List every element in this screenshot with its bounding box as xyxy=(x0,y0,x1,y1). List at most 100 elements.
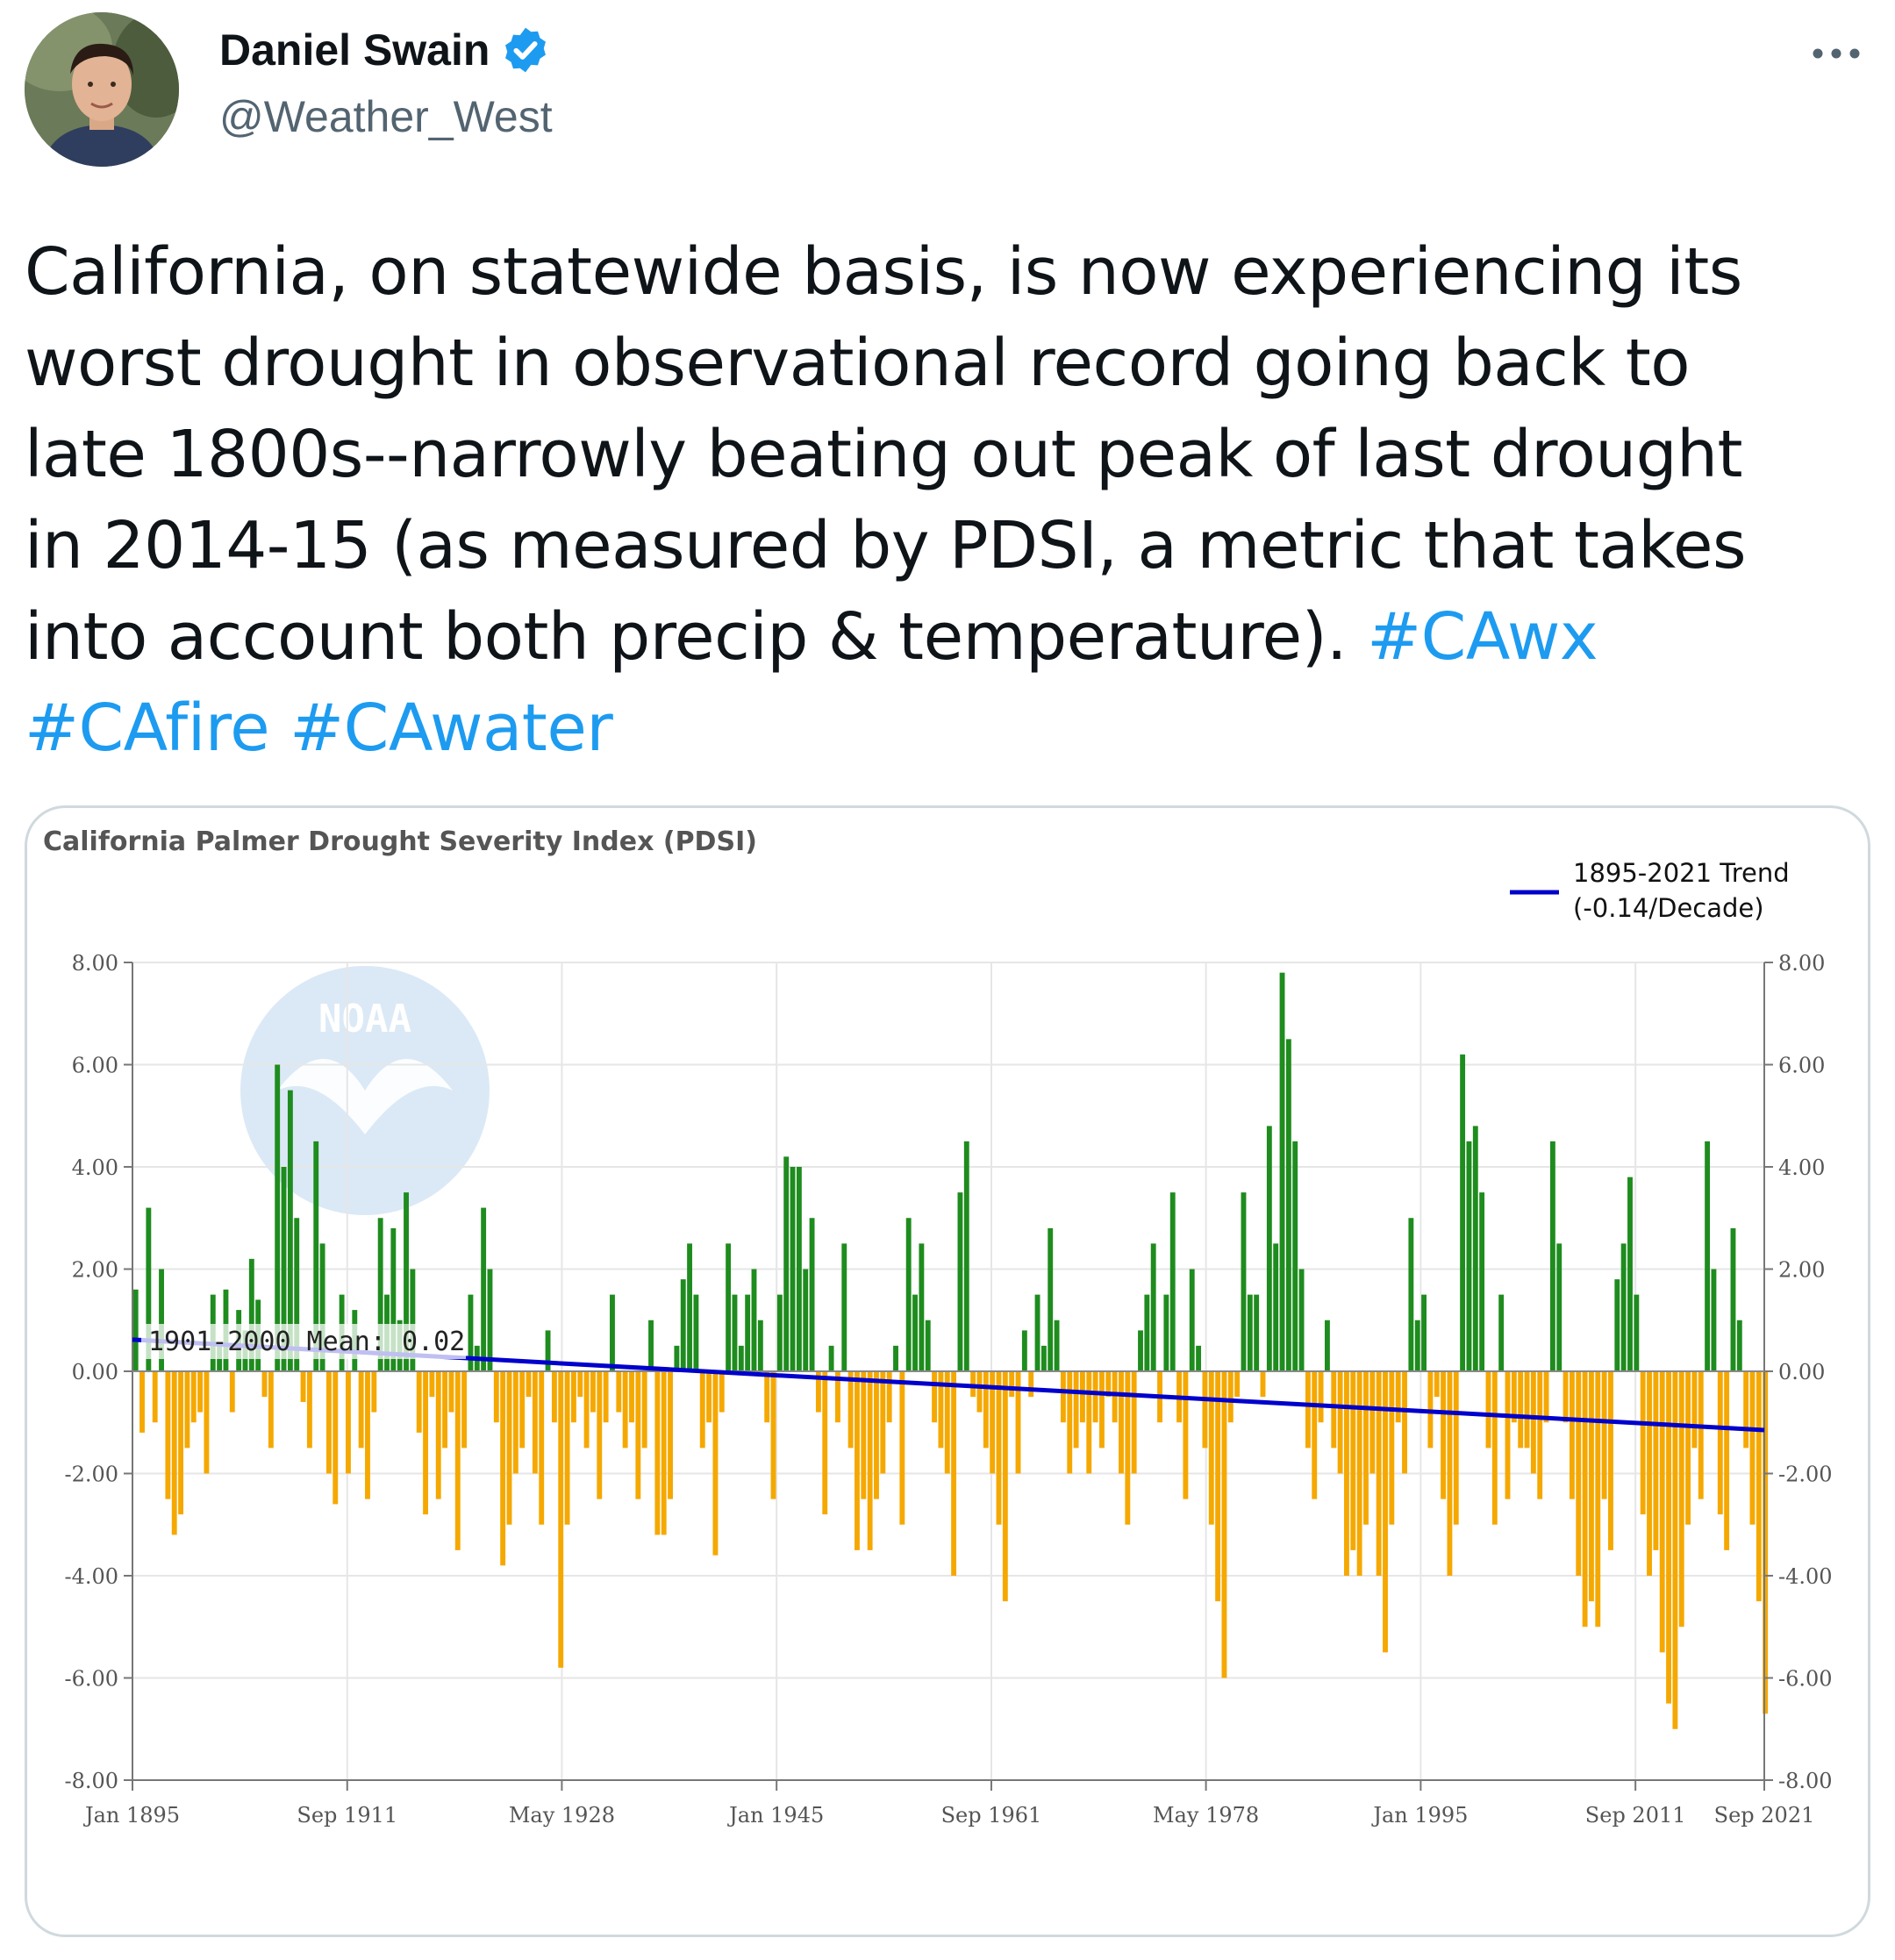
y-tick-label-right: 0.00 xyxy=(1778,1360,1825,1384)
pdsi-bar xyxy=(1266,1126,1272,1371)
pdsi-bar xyxy=(487,1269,493,1371)
pdsi-bar xyxy=(1318,1371,1324,1423)
y-tick-label-right: 4.00 xyxy=(1778,1155,1825,1180)
x-tick-label: May 1978 xyxy=(1153,1803,1259,1828)
legend-trend-label: 1895-2021 Trend xyxy=(1573,858,1790,888)
tweet-text-line-content: into account both precip & temperature). xyxy=(25,599,1368,675)
pdsi-bar xyxy=(184,1371,190,1449)
pdsi-bar xyxy=(1537,1371,1543,1499)
pdsi-bar xyxy=(532,1371,538,1474)
author-name[interactable]: Daniel Swain xyxy=(219,25,490,75)
avatar[interactable] xyxy=(25,12,179,167)
pdsi-bar xyxy=(1608,1371,1613,1550)
pdsi-bar xyxy=(1279,972,1285,1371)
pdsi-bar xyxy=(1034,1294,1040,1371)
y-tick-label-left: 4.00 xyxy=(72,1155,118,1180)
pdsi-bar xyxy=(558,1371,564,1668)
hashtag-link[interactable]: #CAwx xyxy=(1367,599,1598,675)
pdsi-bar xyxy=(1518,1371,1524,1449)
pdsi-bar xyxy=(1002,1371,1008,1602)
pdsi-bar xyxy=(983,1371,989,1449)
pdsi-bar xyxy=(1472,1126,1478,1371)
pdsi-bar xyxy=(699,1371,705,1449)
pdsi-bar xyxy=(306,1371,312,1449)
pdsi-bar xyxy=(1717,1371,1723,1515)
pdsi-bar xyxy=(661,1371,667,1535)
pdsi-bar xyxy=(526,1371,532,1398)
pdsi-bar xyxy=(1247,1294,1253,1371)
pdsi-bar xyxy=(570,1371,576,1423)
pdsi-bar xyxy=(1273,1243,1279,1371)
pdsi-bar xyxy=(300,1371,306,1402)
pdsi-bar xyxy=(1441,1371,1447,1499)
pdsi-bar xyxy=(1582,1371,1588,1627)
pdsi-bar xyxy=(648,1320,654,1371)
tweet-text: California, on statewide basis, is now e… xyxy=(25,226,1858,774)
pdsi-bar xyxy=(803,1269,809,1371)
pdsi-bar xyxy=(1562,1371,1569,1423)
pdsi-bar xyxy=(764,1371,770,1423)
tweet-text-line: into account both precip & temperature).… xyxy=(25,591,1858,683)
more-horizontal-icon[interactable] xyxy=(1806,32,1867,75)
pdsi-bar xyxy=(905,1218,912,1371)
pdsi-bar xyxy=(603,1371,609,1423)
pdsi-bar xyxy=(912,1294,918,1371)
pdsi-bar xyxy=(1505,1371,1511,1499)
pdsi-bar xyxy=(152,1371,158,1423)
pdsi-bar xyxy=(281,1167,287,1371)
x-tick-label: Sep 1911 xyxy=(297,1803,397,1828)
y-tick-label-left: 8.00 xyxy=(72,951,118,976)
pdsi-bar xyxy=(1395,1371,1401,1423)
pdsi-bar xyxy=(1691,1371,1698,1449)
y-tick-label-right: 6.00 xyxy=(1778,1054,1825,1078)
pdsi-bar xyxy=(1678,1371,1684,1627)
hashtag-link[interactable]: #CAwater xyxy=(290,690,613,766)
pdsi-bar xyxy=(1653,1371,1659,1550)
pdsi-bar xyxy=(1009,1371,1015,1398)
pdsi-bar xyxy=(693,1294,699,1371)
pdsi-bar xyxy=(333,1371,339,1505)
y-tick-label-left: 0.00 xyxy=(72,1360,118,1384)
pdsi-bar xyxy=(1402,1371,1407,1474)
pdsi-bar xyxy=(1060,1371,1066,1423)
pdsi-bar xyxy=(932,1371,938,1423)
pdsi-bar xyxy=(1099,1371,1105,1449)
pdsi-bar xyxy=(951,1371,957,1576)
pdsi-bar xyxy=(1421,1294,1427,1371)
pdsi-bar xyxy=(835,1371,840,1423)
pdsi-bar xyxy=(159,1269,164,1371)
pdsi-bar xyxy=(1659,1371,1665,1653)
pdsi-bar xyxy=(248,1258,254,1371)
pdsi-bar xyxy=(1647,1371,1652,1576)
pdsi-bar xyxy=(1337,1371,1343,1474)
pdsi-bar xyxy=(757,1320,763,1371)
pdsi-bar xyxy=(622,1371,628,1449)
pdsi-bar xyxy=(1015,1371,1021,1474)
hashtag-link[interactable]: #CAfire xyxy=(25,690,270,766)
pdsi-bar xyxy=(957,1192,963,1371)
y-tick-label-right: 8.00 xyxy=(1778,951,1825,976)
pdsi-bar xyxy=(1376,1371,1382,1576)
y-tick-label-left: -6.00 xyxy=(64,1667,118,1692)
pdsi-bar xyxy=(1331,1371,1337,1449)
pdsi-bar xyxy=(1350,1371,1356,1550)
pdsi-bar xyxy=(346,1371,351,1474)
pdsi-bar xyxy=(1363,1371,1369,1525)
pdsi-bar xyxy=(1453,1371,1459,1525)
pdsi-bar xyxy=(319,1243,325,1371)
pdsi-bar xyxy=(404,1192,409,1371)
pdsi-bar xyxy=(410,1269,416,1371)
pdsi-bar xyxy=(770,1371,776,1499)
pdsi-bar xyxy=(1634,1294,1640,1371)
watermark-label: NOAA xyxy=(318,997,411,1041)
pdsi-bar xyxy=(1292,1141,1298,1371)
pdsi-bar xyxy=(313,1141,319,1371)
author-handle[interactable]: @Weather_West xyxy=(219,92,553,141)
pdsi-bar xyxy=(1105,1371,1112,1398)
pdsi-bar xyxy=(204,1371,210,1474)
pdsi-bar xyxy=(1254,1294,1260,1371)
media-card[interactable]: NOAA California Palmer Drought Severity … xyxy=(25,805,1870,1937)
pdsi-bar xyxy=(822,1371,828,1515)
pdsi-bar xyxy=(377,1218,383,1371)
chart-title: California Palmer Drought Severity Index… xyxy=(43,826,757,857)
